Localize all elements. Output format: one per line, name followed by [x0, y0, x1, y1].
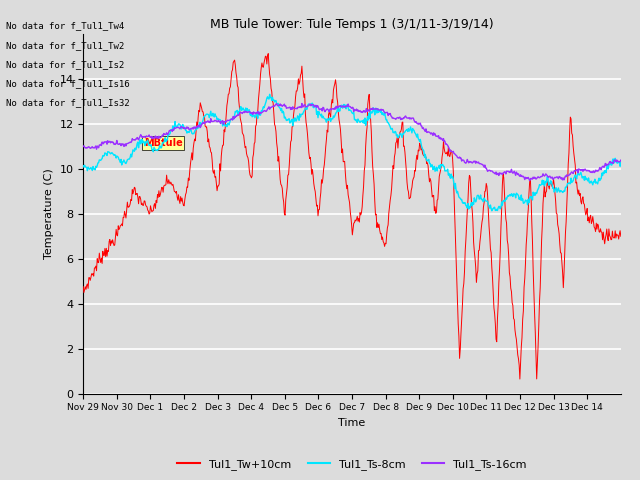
Text: No data for f_Tul1_Tw2: No data for f_Tul1_Tw2 [6, 41, 125, 50]
Legend: Tul1_Tw+10cm, Tul1_Ts-8cm, Tul1_Ts-16cm: Tul1_Tw+10cm, Tul1_Ts-8cm, Tul1_Ts-16cm [173, 455, 531, 474]
Y-axis label: Temperature (C): Temperature (C) [44, 168, 54, 259]
Text: No data for f_Tul1_Tw4: No data for f_Tul1_Tw4 [6, 22, 125, 31]
Text: No data for f_Tul1_Is2: No data for f_Tul1_Is2 [6, 60, 125, 69]
Title: MB Tule Tower: Tule Temps 1 (3/1/11-3/19/14): MB Tule Tower: Tule Temps 1 (3/1/11-3/19… [210, 18, 494, 31]
Text: No data for f_Tul1_Is16: No data for f_Tul1_Is16 [6, 79, 130, 88]
Text: MBtule: MBtule [144, 138, 182, 148]
Text: No data for f_Tul1_Is32: No data for f_Tul1_Is32 [6, 98, 130, 108]
X-axis label: Time: Time [339, 418, 365, 428]
